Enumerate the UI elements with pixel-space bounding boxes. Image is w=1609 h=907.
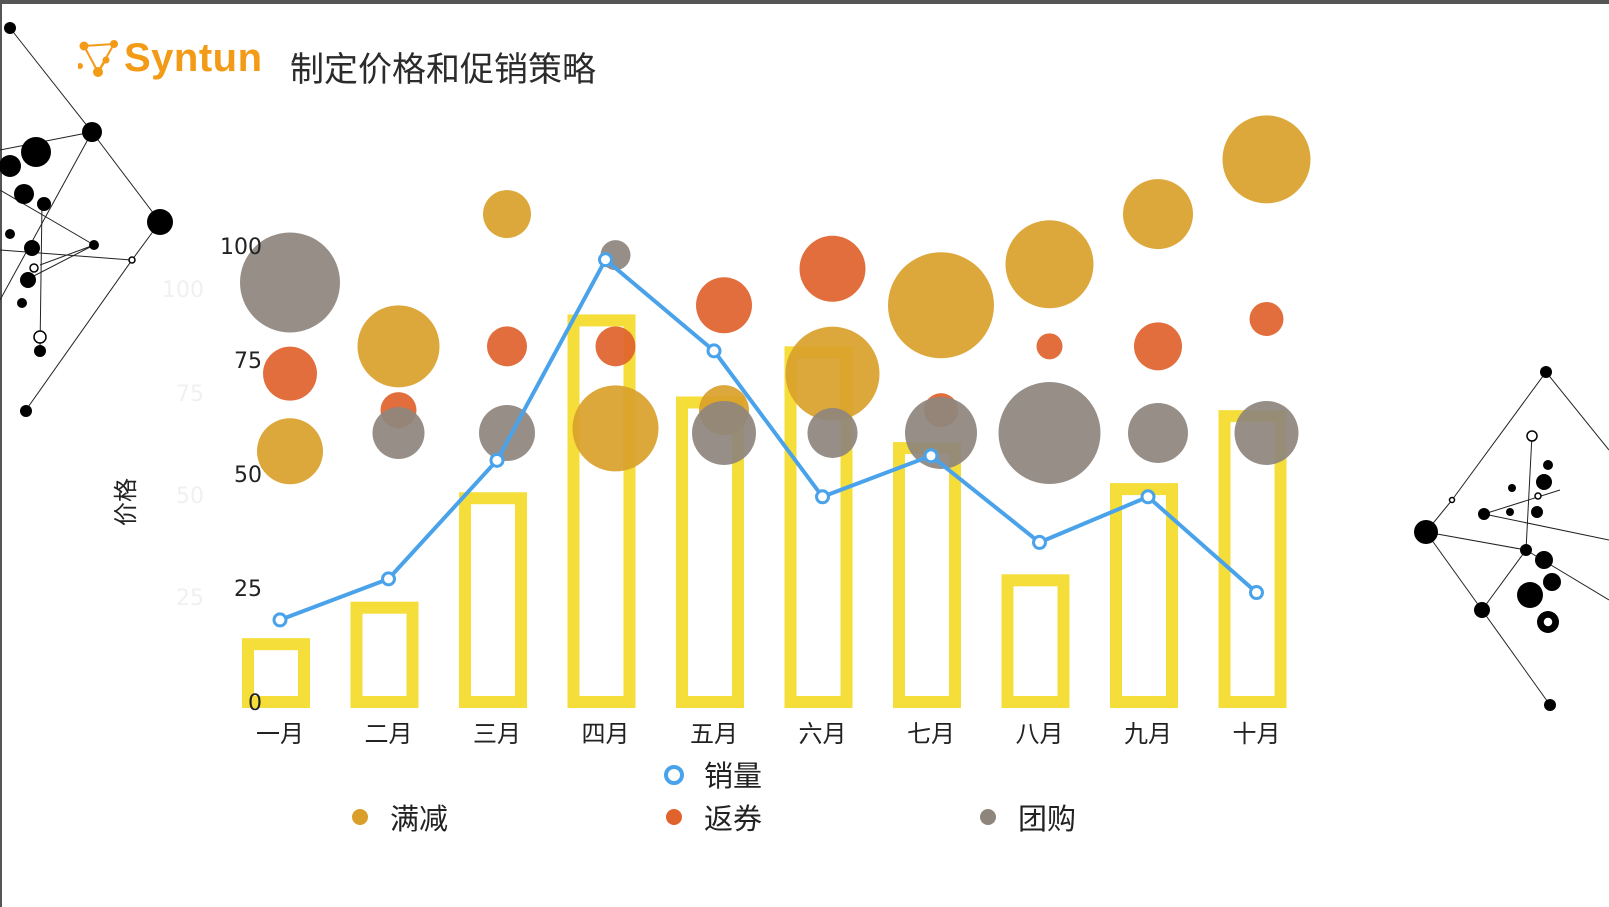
legend-marker-sales [664,765,684,785]
bar-9 [1110,483,1178,708]
x-tick-label: 十月 [1233,720,1281,748]
x-tick-label: 五月 [690,720,738,748]
bubble-团购-6 [807,407,858,458]
y-axis-label: 价格 [112,478,140,526]
bubble-返券-3 [487,326,527,367]
bubble-满减-6 [785,326,880,421]
x-tick-label: 三月 [473,720,521,748]
bubble-返券-5 [696,277,752,334]
right-network-decoration [1414,366,1609,711]
bubble-满减-2 [357,305,440,388]
bubble-满减-1 [257,418,323,485]
bubble-团购-5 [692,400,756,465]
bubble-团购-1 [240,232,340,333]
sales-point-9 [1140,489,1156,505]
bubble-团购-10 [1234,400,1299,465]
sales-point-2 [381,571,396,587]
x-tick-label: 九月 [1124,720,1172,748]
y-tick-label: 50 [234,463,262,488]
sales-point-3 [489,452,505,468]
legend-marker-团购 [980,809,996,825]
bar-4 [567,314,636,708]
brand-logo: Syntun [78,36,263,81]
bubble-满减-10 [1222,115,1311,204]
bubble-团购-3 [479,404,535,461]
bubble-满减-8 [1005,220,1094,309]
bubble-返券-4 [595,326,636,367]
x-tick-label: 七月 [907,720,955,748]
x-tick-label: 二月 [365,720,413,748]
bubble-返券-6 [799,235,866,302]
legend-label-满减: 满减 [390,802,448,836]
bubble-团购-7 [905,396,977,469]
legend-label-返券: 返券 [704,802,762,836]
sales-line [279,257,1258,622]
sales-point-5 [706,343,722,359]
y-tick-label: 100 [220,235,262,260]
left-border [0,0,2,907]
bubble-满减-7 [888,252,994,359]
bubble-团购-2 [372,406,425,459]
bar-3 [459,492,527,708]
bar-8 [1001,574,1070,709]
y-tick-label: 25 [234,577,262,602]
sales-point-7 [923,448,939,464]
ghost-tick-label: 75 [176,382,204,407]
brand-network-icon [78,39,118,77]
ghost-tick-label: 100 [162,278,204,303]
left-network-decoration [0,22,173,417]
x-tick-label: 八月 [1016,720,1064,748]
sales-point-10 [1249,585,1264,601]
bubble-返券-10 [1249,301,1284,336]
bubble-返券-8 [1036,333,1063,360]
sales-point-8 [1032,534,1047,550]
x-tick-label: 一月 [256,720,304,748]
bubble-满减-4 [572,385,659,472]
brand-name: Syntun [124,36,263,80]
top-border [0,0,1609,4]
x-tick-label: 六月 [799,720,847,748]
y-tick-label: 0 [248,691,262,716]
bubble-满减-3 [483,190,531,239]
y-tick-label: 75 [234,349,262,374]
ghost-tick-label: 25 [176,586,204,611]
legend-label-团购: 团购 [1018,802,1076,836]
bubble-团购-8 [998,381,1101,484]
bubble-满减-9 [1123,179,1193,250]
bubble-团购-9 [1128,402,1188,463]
legend-marker-返券 [666,809,682,825]
bar-2 [350,601,419,708]
sales-point-1 [272,612,288,628]
sales-point-6 [815,489,830,505]
sales-point-4 [598,252,613,268]
legend-marker-满减 [352,809,368,825]
bar-7 [893,442,961,708]
ghost-tick-label: 50 [176,484,204,509]
bar-1 [242,638,310,708]
x-tick-label: 四月 [582,720,630,748]
bubble-返券-9 [1134,322,1182,371]
bubble-返券-1 [263,346,317,401]
legend-label-sales: 销量 [704,759,762,793]
page-title: 制定价格和促销策略 [290,50,596,90]
